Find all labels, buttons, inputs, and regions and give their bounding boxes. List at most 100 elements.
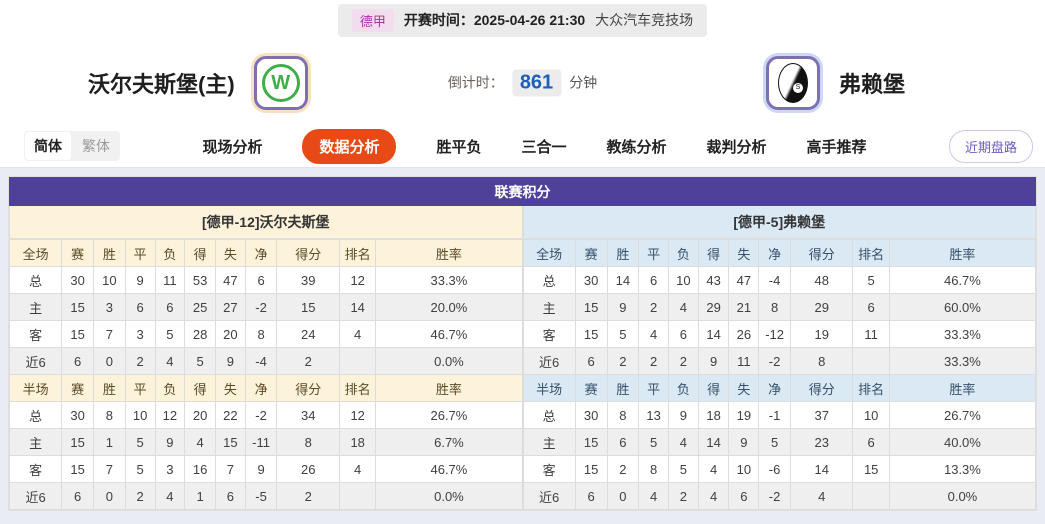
stat-cell: 60.0% bbox=[888, 293, 1037, 321]
column-header: 得 bbox=[184, 374, 216, 402]
stat-cell: 6 bbox=[668, 320, 699, 348]
stat-cell: 27 bbox=[214, 293, 246, 321]
stat-cell: 39 bbox=[276, 266, 340, 294]
stat-cell: 40.0% bbox=[888, 428, 1037, 456]
stat-cell: -6 bbox=[758, 455, 791, 483]
stat-cell: 6 bbox=[61, 482, 95, 510]
column-header: 胜 bbox=[606, 374, 640, 402]
team-header: 沃尔夫斯堡(主) W 倒计时： 861 分钟 S 弗赖堡 bbox=[0, 40, 1045, 125]
column-header: 净 bbox=[244, 239, 278, 267]
stat-cell: 15 bbox=[852, 455, 890, 483]
stat-cell: -2 bbox=[758, 347, 791, 375]
row-label: 近6 bbox=[8, 347, 63, 375]
column-header: 得 bbox=[697, 239, 730, 267]
recent-trends-button[interactable]: 近期盘路 bbox=[948, 129, 1033, 163]
stat-cell: 10 bbox=[668, 266, 699, 294]
column-header: 胜率 bbox=[375, 239, 523, 267]
stat-cell: 4 bbox=[338, 320, 377, 348]
freiburg-logo-icon: S bbox=[777, 62, 808, 103]
stat-cell: 9 bbox=[697, 347, 730, 375]
column-header: 净 bbox=[758, 239, 791, 267]
stat-cell: 1 bbox=[184, 482, 216, 510]
stat-cell: 4 bbox=[184, 428, 216, 456]
stat-cell: 21 bbox=[728, 293, 760, 321]
stat-cell: 5 bbox=[668, 455, 699, 483]
column-header: 负 bbox=[154, 374, 186, 402]
league-points-card: 联赛积分 [德甲-12]沃尔夫斯堡 全场赛胜平负得失净得分 排名 胜率总 30 10 9 1… bbox=[8, 176, 1037, 511]
match-info-pill: 德甲 开赛时间：2025-04-26 21:30 大众汽车竞技场 bbox=[337, 3, 708, 37]
stat-cell: 26.7% bbox=[888, 401, 1037, 429]
column-header: 失 bbox=[214, 239, 246, 267]
nav-tab[interactable]: 数据分析 bbox=[302, 128, 397, 164]
column-header: 平 bbox=[638, 239, 670, 267]
column-header: 胜 bbox=[606, 239, 640, 267]
stat-cell: 1 bbox=[93, 428, 126, 456]
column-header: 平 bbox=[638, 374, 670, 402]
stat-cell bbox=[338, 347, 377, 375]
home-team-name: 沃尔夫斯堡(主) bbox=[88, 71, 235, 97]
stat-cell: 5 bbox=[758, 428, 791, 456]
stat-cell: -1 bbox=[758, 401, 791, 429]
stat-cell: 29 bbox=[789, 293, 854, 321]
column-header: 赛 bbox=[61, 239, 95, 267]
nav-tab[interactable]: 高手推荐 bbox=[806, 138, 867, 156]
nav-tab[interactable]: 三合一 bbox=[521, 138, 567, 156]
nav-bar: 简体 繁体 现场分析 数据分析 胜平负 三合一 教练分析 裁判分析 高手推荐 近期盘路 bbox=[0, 125, 1045, 168]
lang-simplified-button[interactable]: 简体 bbox=[25, 132, 71, 160]
stat-cell: 4 bbox=[338, 455, 377, 483]
stat-cell: 6 bbox=[61, 347, 95, 375]
stat-cell: 15 bbox=[574, 320, 608, 348]
stat-cell: 4 bbox=[789, 482, 854, 510]
stat-cell: 5 bbox=[852, 266, 890, 294]
stat-cell: 30 bbox=[574, 266, 608, 294]
home-team-side: 沃尔夫斯堡(主) W bbox=[88, 52, 311, 113]
stat-cell: 6 bbox=[154, 293, 186, 321]
column-header: 平 bbox=[124, 239, 156, 267]
stat-cell: 8 bbox=[606, 401, 640, 429]
stat-cell: 6 bbox=[574, 482, 608, 510]
stat-cell: 0 bbox=[93, 347, 126, 375]
stat-cell: 15 bbox=[61, 455, 95, 483]
home-team-logo: W bbox=[250, 52, 311, 113]
column-header: 负 bbox=[668, 239, 699, 267]
stat-cell: 13 bbox=[638, 401, 670, 429]
stat-cell: 14 bbox=[789, 455, 854, 483]
stat-cell: 12 bbox=[338, 266, 377, 294]
stat-cell: 10 bbox=[852, 401, 890, 429]
row-label: 总 bbox=[8, 401, 63, 429]
stat-cell: 53 bbox=[184, 266, 216, 294]
nav-tab[interactable]: 教练分析 bbox=[606, 138, 667, 156]
stat-cell: 43 bbox=[697, 266, 730, 294]
stat-cell: 33.3% bbox=[375, 266, 523, 294]
stat-cell: 4 bbox=[154, 482, 186, 510]
away-team-name: 弗赖堡 bbox=[838, 71, 905, 97]
row-label: 客 bbox=[8, 320, 63, 348]
lang-traditional-button[interactable]: 繁体 bbox=[82, 138, 110, 154]
row-label: 主 bbox=[522, 428, 576, 456]
stat-cell: 4 bbox=[668, 428, 699, 456]
stat-cell: 7 bbox=[93, 455, 126, 483]
row-label: 主 bbox=[522, 293, 576, 321]
stat-cell: 15 bbox=[61, 293, 95, 321]
column-header: 排名 bbox=[852, 374, 890, 402]
column-header: 得分 bbox=[789, 239, 854, 267]
kickoff-time: 开赛时间：2025-04-26 21:30 bbox=[403, 12, 586, 28]
stat-cell: 9 bbox=[154, 428, 186, 456]
stat-cell: 4 bbox=[697, 455, 730, 483]
stat-cell: 15 bbox=[276, 293, 340, 321]
stat-cell: 7 bbox=[214, 455, 246, 483]
nav-tab[interactable]: 现场分析 bbox=[202, 138, 263, 156]
stat-cell: 20.0% bbox=[375, 293, 523, 321]
nav-tab[interactable]: 裁判分析 bbox=[706, 138, 767, 156]
row-label: 客 bbox=[8, 455, 63, 483]
stat-cell: 5 bbox=[124, 428, 156, 456]
column-header: 赛 bbox=[574, 239, 608, 267]
row-label: 客 bbox=[522, 320, 576, 348]
language-toggle[interactable]: 简体 繁体 bbox=[24, 131, 120, 161]
nav-tab[interactable]: 胜平负 bbox=[436, 138, 482, 156]
stat-cell: 2 bbox=[638, 347, 670, 375]
away-table-team-header: [德甲-5]弗赖堡 bbox=[522, 206, 1036, 239]
league-badge: 德甲 bbox=[351, 8, 394, 32]
stat-cell: 18 bbox=[697, 401, 730, 429]
stat-cell: 4 bbox=[638, 482, 670, 510]
